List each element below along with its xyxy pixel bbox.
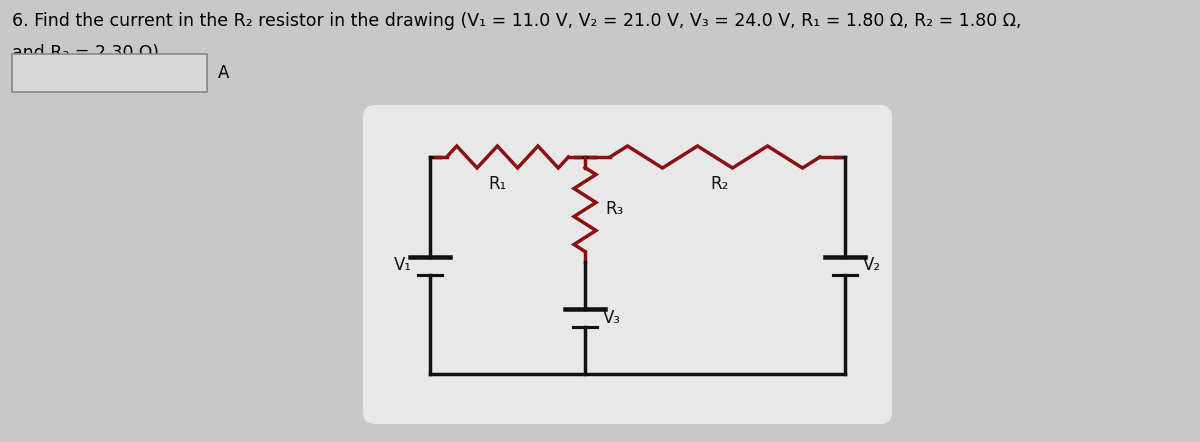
Text: R₁: R₁ xyxy=(488,175,506,193)
Text: and R₃ = 2.30 Ω).: and R₃ = 2.30 Ω). xyxy=(12,44,164,62)
Text: R₂: R₂ xyxy=(710,175,730,193)
Text: V₃: V₃ xyxy=(604,309,622,327)
Text: R₃: R₃ xyxy=(605,201,623,218)
Text: V₂: V₂ xyxy=(863,256,881,274)
Text: 6. Find the current in the R₂ resistor in the drawing (V₁ = 11.0 V, V₂ = 21.0 V,: 6. Find the current in the R₂ resistor i… xyxy=(12,12,1021,30)
Text: V₁: V₁ xyxy=(394,256,412,274)
Bar xyxy=(12,54,208,92)
FancyBboxPatch shape xyxy=(364,105,892,424)
Text: A: A xyxy=(218,64,229,82)
